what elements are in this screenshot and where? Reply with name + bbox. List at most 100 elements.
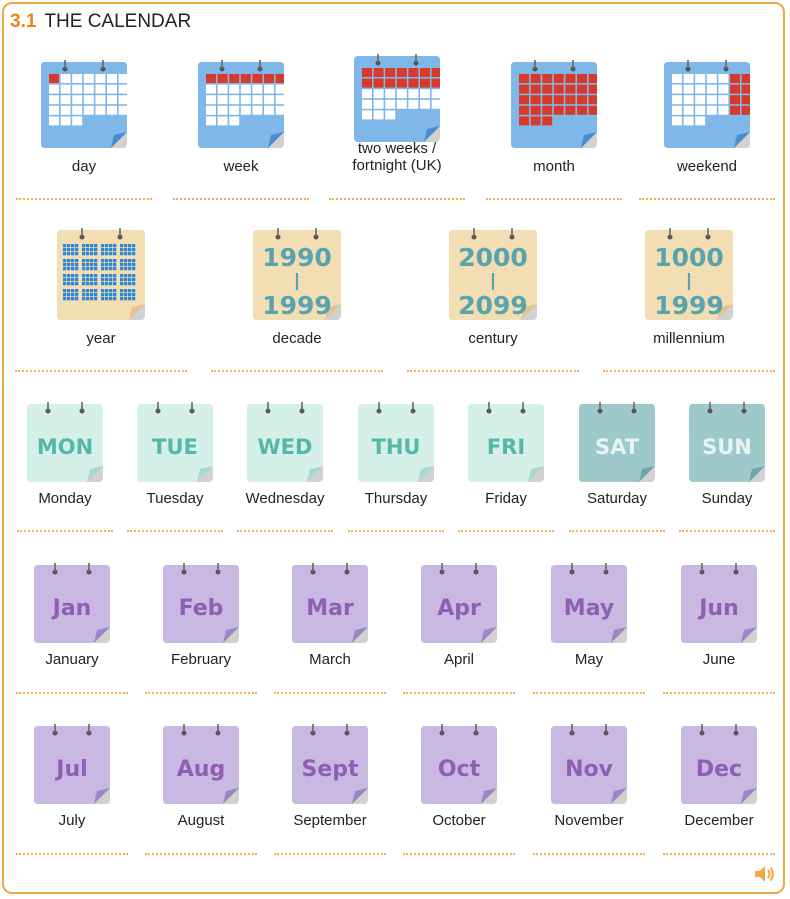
calendar-abbr: May — [564, 596, 614, 621]
calendar-label: month — [533, 158, 575, 175]
calendar-month-name-icon: Sept — [292, 724, 368, 804]
calendar-weekend-icon — [664, 60, 750, 148]
calendar-day-name-icon: FRI — [468, 402, 544, 482]
calendar-label: November — [554, 812, 624, 829]
calendar-label: October — [432, 812, 486, 829]
calendar-day-name-icon: THU — [358, 402, 434, 482]
range-end: 1999 — [262, 291, 332, 320]
calendar-month-name-icon: Feb — [163, 563, 239, 643]
calendar-month-icon — [511, 60, 597, 148]
calendar-range-icon: 2000 2099 — [449, 228, 537, 320]
calendar-label: decade — [272, 330, 322, 347]
calendar-two-weeks-icon — [354, 54, 440, 142]
calendar-day-name-icon: SAT — [579, 402, 655, 482]
calendar-month-name-icon: Jul — [34, 724, 110, 804]
calendar-label: Friday — [485, 490, 527, 507]
answer-line — [403, 692, 515, 694]
answer-line — [274, 853, 386, 855]
calendar-abbr: SUN — [702, 435, 752, 459]
calendar-label: December — [684, 812, 754, 829]
answer-line — [348, 530, 444, 532]
answer-line — [145, 853, 257, 855]
calendar-abbr: Dec — [696, 757, 742, 782]
answer-line — [16, 692, 128, 694]
calendar-abbr: SAT — [595, 435, 640, 459]
calendar-abbr: WED — [258, 435, 313, 459]
calendar-range-icon: 1000 1999 — [645, 228, 733, 320]
answer-line — [274, 692, 386, 694]
calendar-abbr: THU — [372, 435, 421, 459]
section-title: THE CALENDAR — [44, 11, 192, 32]
calendar-month-name-icon: Aug — [163, 724, 239, 804]
calendar-day-name-icon: MON — [27, 402, 103, 482]
section-number: 3.1 — [10, 11, 37, 32]
answer-line — [403, 853, 515, 855]
answer-line — [16, 853, 128, 855]
calendar-label: weekend — [676, 158, 738, 175]
answer-line — [533, 692, 645, 694]
calendar-label: February — [170, 651, 232, 668]
calendar-abbr: Apr — [437, 596, 481, 621]
calendar-label: Thursday — [364, 490, 428, 507]
calendar-abbr: TUE — [152, 435, 198, 459]
range-start: 2000 — [458, 243, 528, 272]
calendar-abbr: Oct — [438, 757, 481, 782]
calendar-abbr: Jan — [51, 596, 92, 621]
calendar-label: May — [574, 651, 604, 668]
calendar-week-icon — [198, 60, 284, 148]
speaker-icon[interactable] — [754, 864, 776, 884]
section-header: 3.1 THE CALENDAR — [10, 11, 191, 33]
calendar-label: January — [45, 651, 99, 668]
calendar-abbr: Jul — [54, 757, 87, 782]
calendar-range-icon: 1990 1999 — [253, 228, 341, 320]
calendar-abbr: Jun — [697, 596, 739, 621]
calendar-abbr: Aug — [177, 757, 225, 782]
range-end: 1999 — [654, 291, 724, 320]
answer-line — [486, 198, 622, 200]
calendar-abbr: Sept — [301, 757, 359, 782]
calendar-day-icon — [41, 60, 127, 148]
calendar-label: year — [86, 330, 116, 347]
calendar-month-name-icon: Jan — [34, 563, 110, 643]
calendar-abbr: Feb — [179, 596, 224, 621]
calendar-label: Monday — [38, 490, 92, 507]
answer-line — [569, 530, 665, 532]
calendar-label: two weeks / fortnight (UK) — [352, 140, 442, 174]
calendar-abbr: MON — [37, 435, 93, 459]
range-end: 2099 — [458, 291, 528, 320]
answer-line — [17, 530, 113, 532]
calendar-month-name-icon: Nov — [551, 724, 627, 804]
calendar-day-name-icon: SUN — [689, 402, 765, 482]
calendar-abbr: Mar — [306, 596, 354, 621]
calendar-label: week — [223, 158, 259, 175]
calendar-year-icon — [57, 228, 145, 320]
answer-line — [663, 692, 775, 694]
answer-line — [211, 370, 383, 372]
answer-line — [679, 530, 775, 532]
answer-line — [663, 853, 775, 855]
calendar-label: April — [443, 651, 474, 668]
calendar-abbr: FRI — [487, 435, 525, 459]
calendar-label: century — [468, 330, 518, 347]
calendar-label: Wednesday — [245, 490, 325, 507]
range-start: 1000 — [654, 243, 724, 272]
answer-line — [15, 370, 187, 372]
answer-line — [173, 198, 309, 200]
calendar-label: Sunday — [701, 490, 753, 507]
calendar-label: August — [177, 812, 225, 829]
calendar-month-name-icon: Jun — [681, 563, 757, 643]
answer-line — [237, 530, 333, 532]
calendar-label: July — [58, 812, 86, 829]
calendar-day-name-icon: TUE — [137, 402, 213, 482]
range-start: 1990 — [262, 243, 332, 272]
calendar-month-name-icon: May — [551, 563, 627, 643]
calendar-label: March — [309, 651, 351, 668]
calendar-day-name-icon: WED — [247, 402, 323, 482]
answer-line — [329, 198, 465, 200]
calendar-month-name-icon: Mar — [292, 563, 368, 643]
answer-line — [458, 530, 554, 532]
calendar-label: June — [702, 651, 736, 668]
answer-line — [145, 692, 257, 694]
calendar-abbr: Nov — [565, 757, 614, 782]
calendar-label: Tuesday — [146, 490, 204, 507]
